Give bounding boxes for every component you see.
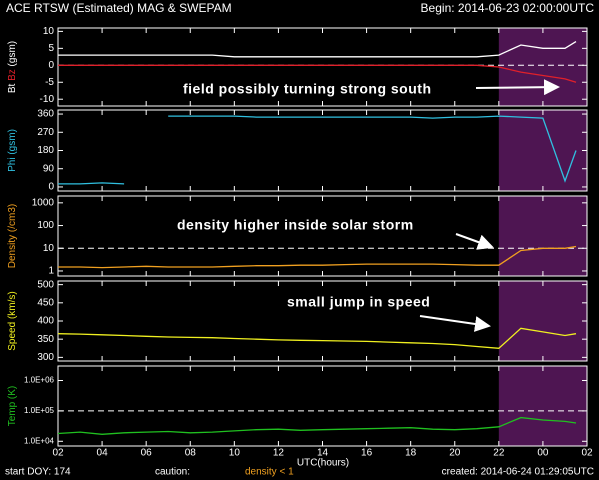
y-tick-label: 10 <box>43 26 55 37</box>
y-tick-label: 500 <box>37 279 54 290</box>
y-tick-label: 180 <box>37 145 54 156</box>
y-axis-label-part: Bz <box>7 69 18 81</box>
annotation: small jump in speed <box>287 294 430 310</box>
y-tick-label: 1000 <box>32 197 55 208</box>
x-tick-label: 02 <box>52 448 64 459</box>
y-tick-label: 300 <box>37 352 54 363</box>
y-tick-label: 1.0E+04 <box>24 436 55 445</box>
x-tick-label: 16 <box>361 448 373 459</box>
y-tick-label: 10 <box>43 243 55 254</box>
data-line <box>57 416 577 435</box>
data-line <box>58 245 577 269</box>
y-axis-label-part: (K) <box>7 386 18 399</box>
arrow <box>455 233 494 250</box>
footer-caution-note: density < 1 <box>245 467 294 478</box>
y-tick-label: 1 <box>48 266 54 277</box>
x-tick-label: 08 <box>185 448 197 459</box>
footer-created: created: 2014-06-24 01:29:05UTC <box>442 467 594 478</box>
y-tick-label: 0 <box>48 182 54 193</box>
y-axis-label-part: Phi <box>7 157 18 171</box>
x-tick-label: 06 <box>141 448 153 459</box>
y-axis-label-part: Temp <box>7 401 18 426</box>
data-line <box>58 41 577 58</box>
y-axis-label-part: (/cm3) <box>7 204 18 232</box>
arrow <box>475 79 560 96</box>
data-line <box>58 115 577 185</box>
shade-region <box>498 196 587 276</box>
x-tick-label: 04 <box>97 448 109 459</box>
y-tick-label: 400 <box>37 316 54 327</box>
y-axis-label: Bt Bz (gsm) <box>7 41 18 93</box>
y-tick-label: 1.0E+05 <box>24 406 55 415</box>
x-tick-label: 10 <box>229 448 241 459</box>
y-axis-label: Speed (km/s) <box>7 291 18 350</box>
x-tick-label: 12 <box>273 448 285 459</box>
x-tick-label: 14 <box>317 448 329 459</box>
y-axis-label-part: Density <box>7 235 18 268</box>
y-tick-label: 1.0E+06 <box>24 376 55 385</box>
y-axis-label-part: (km/s) <box>7 291 18 319</box>
annotation: density higher inside solar storm <box>177 217 414 233</box>
begin-time: Begin: 2014-06-23 02:00:00UTC <box>421 1 595 15</box>
y-axis-label-part: Bt <box>7 83 18 93</box>
shade-region <box>498 28 587 106</box>
footer-caution: caution: <box>155 467 190 478</box>
y-tick-label: 350 <box>37 334 54 345</box>
y-tick-label: 450 <box>37 297 54 308</box>
x-tick-label: 20 <box>449 448 461 459</box>
y-tick-label: 270 <box>37 127 54 138</box>
shade-region <box>498 110 587 191</box>
shade-region <box>498 281 587 361</box>
annotation: field possibly turning strong south <box>183 81 432 97</box>
y-axis-label-part: (gsm) <box>7 129 18 155</box>
x-tick-label: 18 <box>405 448 417 459</box>
y-axis-label-part: (gsm) <box>7 41 18 67</box>
y-axis-label: Density (/cm3) <box>7 204 18 268</box>
chart-title: ACE RTSW (Estimated) MAG & SWEPAM <box>6 1 232 15</box>
x-tick-label: 00 <box>537 448 549 459</box>
x-tick-label: 22 <box>493 448 505 459</box>
y-axis-label: Temp (K) <box>7 386 18 427</box>
y-tick-label: -5 <box>45 77 54 88</box>
y-axis-label-part: Speed <box>7 322 18 351</box>
y-axis-label: Phi (gsm) <box>7 129 18 172</box>
y-tick-label: 100 <box>37 220 54 231</box>
x-axis-label: UTC(hours) <box>297 458 349 469</box>
x-tick-label: 02 <box>581 448 593 459</box>
y-tick-label: -10 <box>40 94 55 105</box>
arrow <box>419 315 491 332</box>
y-tick-label: 0 <box>48 60 54 71</box>
data-line <box>58 64 577 83</box>
y-tick-label: 5 <box>48 43 54 54</box>
shade-region <box>498 366 587 446</box>
y-tick-label: 90 <box>43 163 55 174</box>
footer-start: start DOY: 174 <box>5 467 71 478</box>
data-line <box>57 327 577 349</box>
y-tick-label: 360 <box>37 109 54 120</box>
